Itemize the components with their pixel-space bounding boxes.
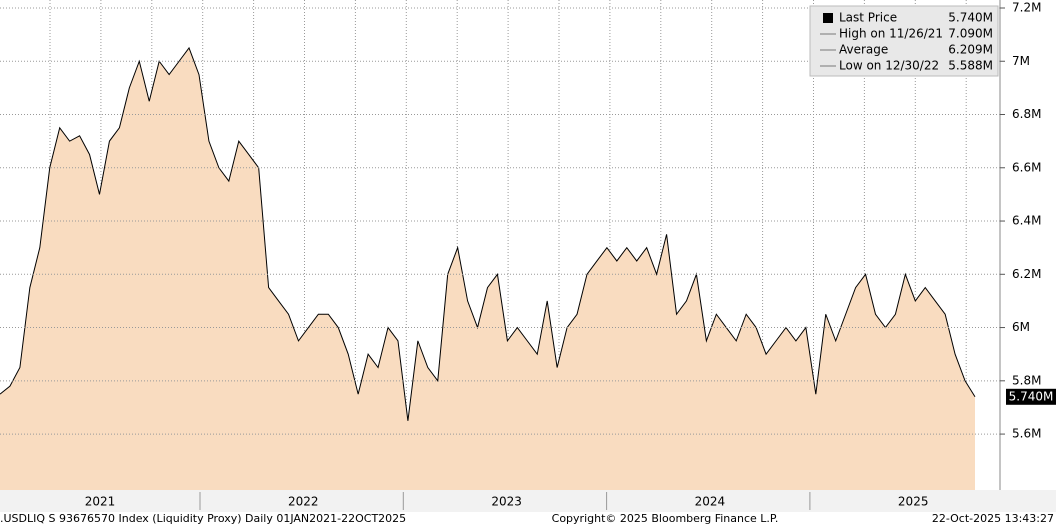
y-tick-label: 6.4M (1012, 214, 1041, 228)
y-tick-label: 6.8M (1012, 107, 1041, 121)
y-tick-label: 7M (1012, 54, 1030, 68)
area (0, 47, 975, 490)
legend-label: High on 11/26/21 (839, 27, 943, 41)
last-price-label: 5.740M (1009, 389, 1054, 403)
y-tick-label: 6.6M (1012, 160, 1041, 174)
legend-box (809, 5, 999, 77)
x-tick-label: 2023 (491, 495, 522, 509)
y-tick-label: 6.2M (1012, 267, 1041, 281)
legend-value: 6.209M (948, 43, 993, 57)
legend-value: 5.588M (948, 59, 993, 73)
footer-right: 22-Oct-2025 13:43:27 (932, 512, 1054, 525)
x-tick-label: 2025 (898, 495, 929, 509)
y-tick-label: 6M (1012, 320, 1030, 334)
y-tick-label: 7.2M (1012, 0, 1041, 14)
legend-value: 7.090M (948, 27, 993, 41)
legend-label: Low on 12/30/22 (839, 59, 939, 73)
x-tick-label: 2021 (85, 495, 116, 509)
legend-value: 5.740M (948, 11, 993, 25)
footer-left: .USDLIQ S 93676570 Index (Liquidity Prox… (0, 512, 406, 525)
x-tick-label: 2024 (695, 495, 726, 509)
footer-center: Copyright© 2025 Bloomberg Finance L.P. (552, 512, 779, 525)
x-axis-band (0, 490, 1056, 512)
y-tick-label: 5.6M (1012, 427, 1041, 441)
legend-label: Average (839, 43, 888, 57)
x-tick-label: 2022 (288, 495, 319, 509)
legend-label: Last Price (839, 11, 897, 25)
y-tick-label: 5.8M (1012, 373, 1041, 387)
legend-swatch (823, 13, 833, 23)
last-price-tag (1006, 388, 1056, 405)
